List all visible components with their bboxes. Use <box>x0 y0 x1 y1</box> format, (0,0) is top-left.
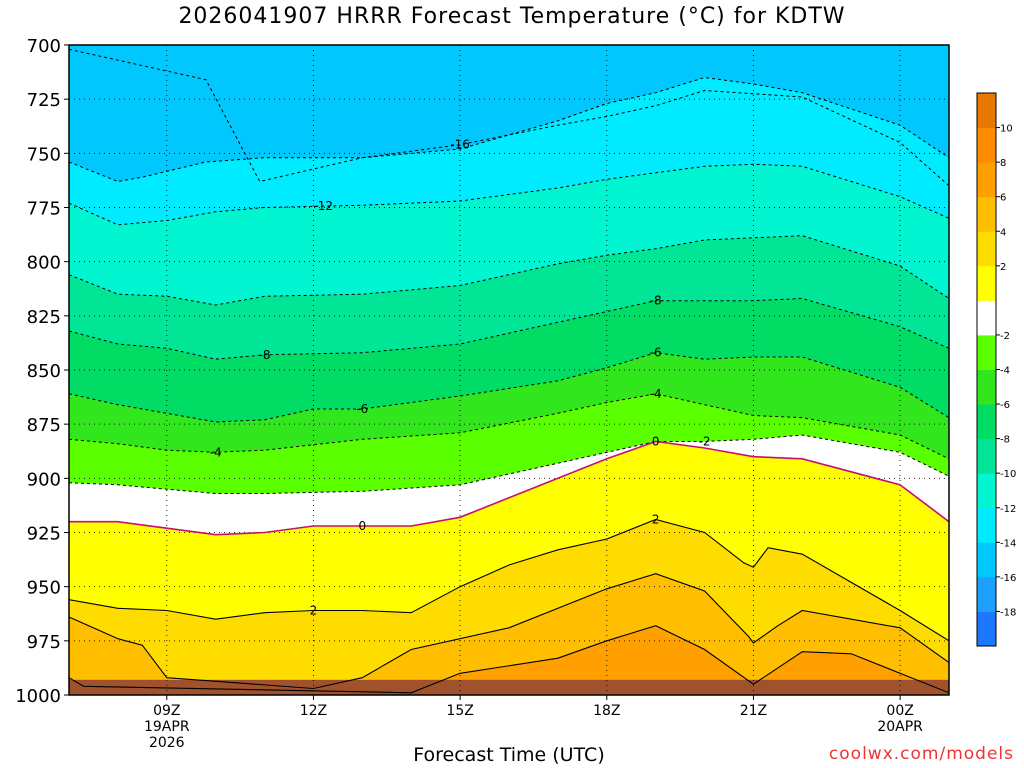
colorbar-band-9 <box>977 300 996 336</box>
x-tick-label-9-2: 2026 <box>149 735 185 751</box>
contour-label-0-0: 0 <box>359 519 367 533</box>
colorbar-band-5 <box>977 438 996 474</box>
contour-0 <box>69 440 949 536</box>
colorbar-band-15 <box>977 93 996 129</box>
colorbar-band-12 <box>977 196 996 232</box>
y-tick-label-950: 950 <box>27 578 61 599</box>
contour--4 <box>69 393 949 460</box>
colorbar-band-4 <box>977 473 996 509</box>
colorbar-label--2: -2 <box>1000 331 1010 342</box>
colorbar-band-1 <box>977 576 996 612</box>
colorbar-label--18: -18 <box>1000 607 1016 618</box>
contour-label--12-0: -12 <box>313 199 333 213</box>
y-tick-label-875: 875 <box>27 415 61 436</box>
y-tick-label-800: 800 <box>27 253 61 274</box>
colorbar-label-6: 6 <box>1000 193 1006 204</box>
y-tick-label-975: 975 <box>27 632 61 653</box>
colorbar-band-11 <box>977 231 996 267</box>
x-tick-label-24-0: 00Z <box>886 703 913 719</box>
colorbar-label--16: -16 <box>1000 573 1016 584</box>
contour-label-2-1: 2 <box>652 513 660 527</box>
x-tick-label-9-0: 09Z <box>153 703 180 719</box>
colorbar-label-4: 4 <box>1000 227 1006 238</box>
contour-labels: -16 -12 -8 -8 -6 -6 -4 -4 -2 0 0 2 2 <box>210 138 711 618</box>
y-tick-label-1000: 1000 <box>15 686 61 707</box>
y-tick-label-750: 750 <box>27 144 61 165</box>
x-tick-label-12-0: 12Z <box>300 703 327 719</box>
contour--8 <box>69 297 949 360</box>
colorbar-band-2 <box>977 542 996 578</box>
grid-lines <box>69 45 949 695</box>
y-tick-label-850: 850 <box>27 361 61 382</box>
contour--14 <box>69 76 949 183</box>
contour-lines <box>69 48 949 694</box>
y-tick-label-900: 900 <box>27 469 61 490</box>
contour-label--8-1: -8 <box>650 294 662 308</box>
contour-label--16-0: -16 <box>450 138 470 152</box>
colorbar-label--4: -4 <box>1000 366 1010 377</box>
y-tick-label-700: 700 <box>27 36 61 57</box>
contour-label--4-0: -4 <box>210 445 222 459</box>
contour--10 <box>69 235 949 306</box>
x-tick-label-15-0: 15Z <box>446 703 473 719</box>
contour-label--6-0: -6 <box>356 402 368 416</box>
x-tick-label-21-0: 21Z <box>740 703 767 719</box>
contour-label--6-1: -6 <box>650 346 662 360</box>
y-tick-label-775: 775 <box>27 199 61 220</box>
colorbar-label--12: -12 <box>1000 504 1016 515</box>
colorbar-band-10 <box>977 265 996 301</box>
site-watermark: coolwx.com/models <box>828 744 1014 764</box>
contour--6 <box>69 352 949 423</box>
colorbar-band-6 <box>977 404 996 440</box>
contour--2 <box>69 434 949 494</box>
colorbar: -18 -16 -14 -12 -10 -8 -6 -4 -2 2 4 6 8 10 <box>976 92 1016 647</box>
x-axis-label: Forecast Time (UTC) <box>413 744 605 766</box>
colorbar-band-14 <box>977 127 996 163</box>
y-tick-label-925: 925 <box>27 524 61 545</box>
y-tick-label-725: 725 <box>27 90 61 111</box>
band-above-4 <box>69 573 949 695</box>
y-axis: 700 725 750 775 800 825 850 875 900 925 950 975 1000 <box>15 36 69 707</box>
colorbar-label-2: 2 <box>1000 262 1006 273</box>
x-tick-label-24-1: 20APR <box>877 719 923 735</box>
colorbar-label--14: -14 <box>1000 538 1016 549</box>
contour-2 <box>69 518 949 642</box>
x-tick-label-18-0: 18Z <box>593 703 620 719</box>
colorbar-label-10: 10 <box>1000 124 1013 135</box>
ground-strip <box>69 679 949 695</box>
colorbar-band-3 <box>977 507 996 543</box>
contour-label--2-0: -2 <box>699 435 711 449</box>
band-above-6 <box>69 625 949 695</box>
contour-label--8-0: -8 <box>259 348 271 362</box>
contour-4 <box>69 573 949 690</box>
contour--16 <box>69 48 949 187</box>
contour-label--4-1: -4 <box>650 387 662 401</box>
colorbar-label--6: -6 <box>1000 400 1010 411</box>
chart-title: 2026041907 HRRR Forecast Temperature (°C… <box>178 4 846 29</box>
colorbar-band-13 <box>977 162 996 198</box>
colorbar-band-8 <box>977 334 996 370</box>
y-tick-label-825: 825 <box>27 307 61 328</box>
contour-6 <box>69 625 949 694</box>
contour-label-0-1: 0 <box>652 435 660 449</box>
x-tick-label-9-1: 19APR <box>144 719 190 735</box>
contour-label-2-0: 2 <box>310 604 318 618</box>
colorbar-label--10: -10 <box>1000 469 1016 480</box>
filled-bands <box>69 45 949 695</box>
colorbar-label-8: 8 <box>1000 158 1006 169</box>
colorbar-label--8: -8 <box>1000 435 1010 446</box>
colorbar-band-0 <box>977 611 996 647</box>
colorbar-band-7 <box>977 369 996 405</box>
